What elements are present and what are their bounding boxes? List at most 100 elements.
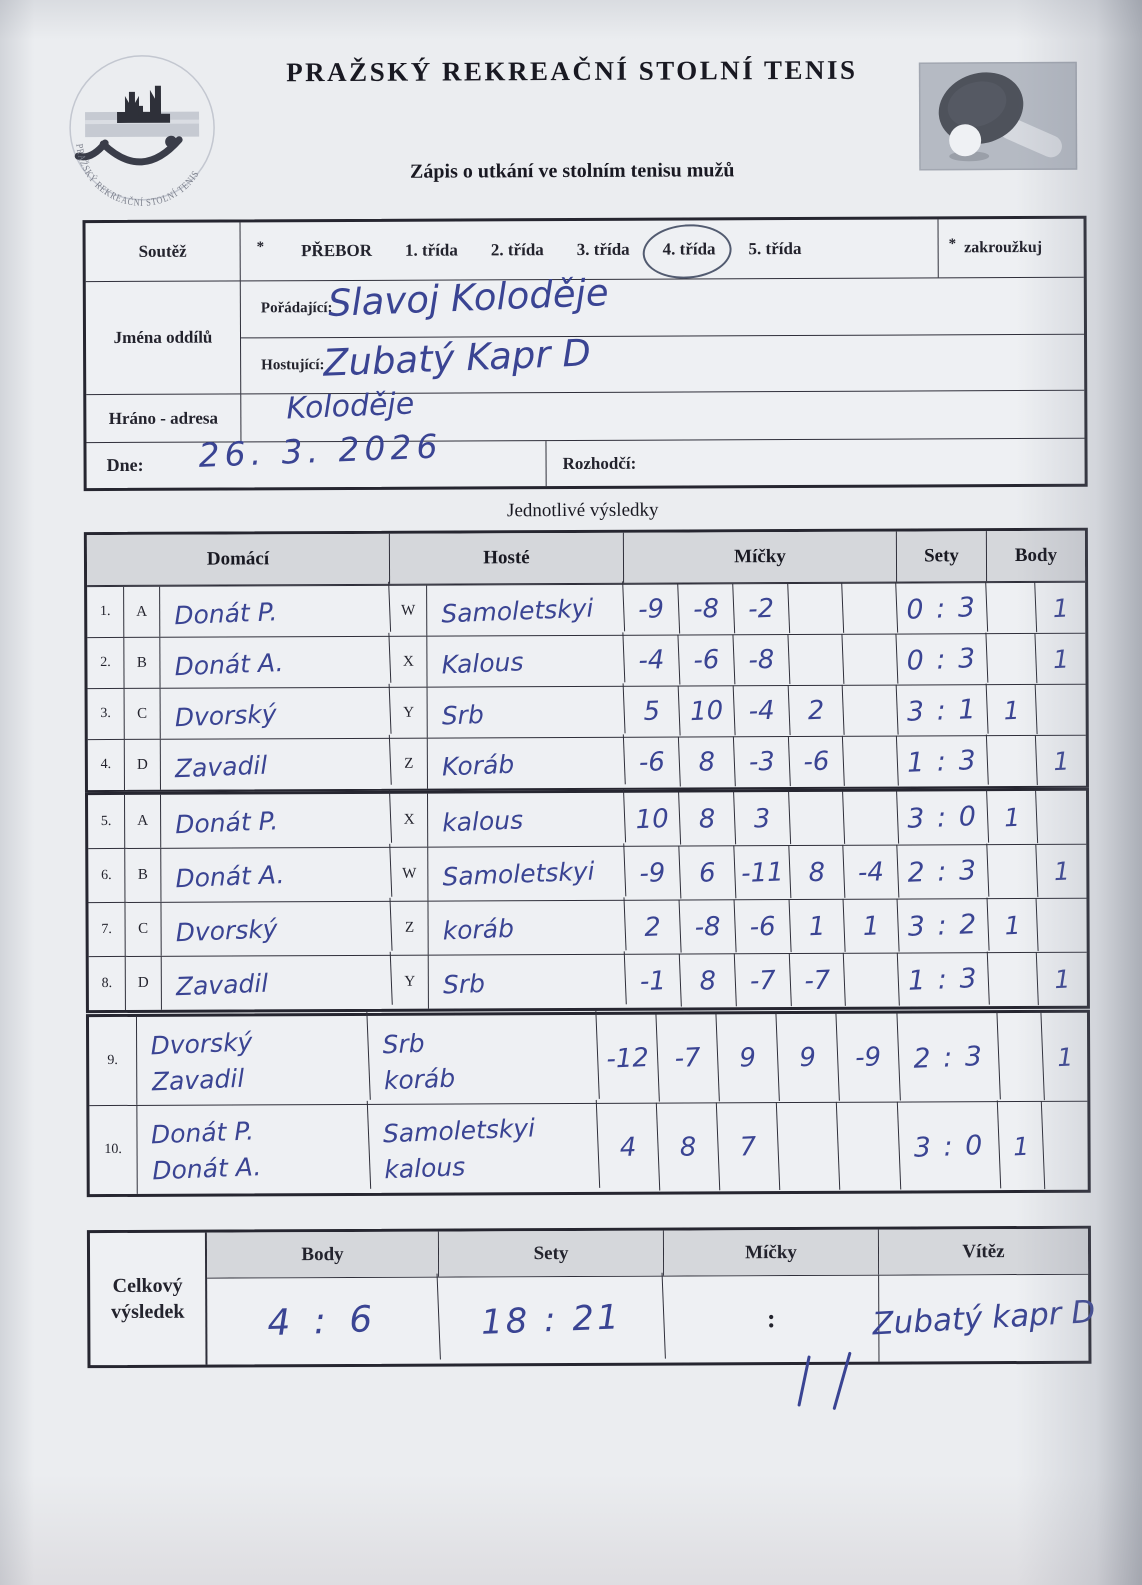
ball-score-5: -9 (836, 1012, 901, 1103)
guest-letter: X (390, 636, 428, 687)
sets-score: 3 : 0 (897, 1100, 1002, 1193)
ball-score-1: -4 (623, 634, 681, 687)
point-guest: 1 (1052, 593, 1070, 623)
sets-score: 0 : 3 (896, 581, 989, 636)
summary-label-line1: Celkový (112, 1274, 183, 1298)
sets-score: 3 : 1 (896, 683, 989, 738)
guest-player-1: Samoletskyi (382, 1113, 536, 1149)
match-number: 8. (88, 956, 126, 1011)
results-header-row: Domácí Hosté Míčky Sety Body (86, 530, 1086, 587)
ball-score-3: -3 (733, 736, 791, 789)
point-home (987, 952, 1039, 1008)
guest-player: Kalous (426, 632, 626, 691)
ball-score-2: -7 (656, 1013, 720, 1104)
home-letter: D (125, 956, 162, 1010)
point-home (986, 735, 1038, 788)
home-player: Donát A. (160, 843, 393, 906)
guest-letter: Z (390, 738, 428, 789)
ball-score-4: 1 (789, 898, 846, 954)
ball-score-5 (842, 633, 899, 686)
summary-col-sets: Sety (438, 1230, 665, 1277)
point-guest: 1 (1053, 856, 1071, 887)
guest-player: Koráb (426, 734, 626, 793)
match-number: 2. (87, 637, 125, 689)
guest-letter: W (391, 847, 429, 901)
ball-score-4: -7 (789, 952, 846, 1008)
table-row: 5. A Donát P. X kalous 10 8 3 3 : 0 1 (88, 789, 1086, 852)
ball-score-2: -6 (678, 634, 736, 687)
ball-score-3: -8 (733, 634, 791, 687)
table-row: 1. A Donát P. W Samoletskyi -9 -8 -2 0 :… (87, 581, 1086, 641)
asterisk-icon: * (948, 235, 957, 252)
col-balls: Míčky (623, 531, 898, 583)
match-number: 10. (89, 1105, 138, 1195)
ball-score-2: 6 (679, 845, 737, 901)
home-letter: C (125, 902, 162, 956)
table-row: 3. C Dvorský Y Srb 5 10 -4 2 3 : 1 1 (87, 683, 1086, 743)
match-number: 4. (87, 739, 125, 791)
home-letter: D (124, 739, 161, 790)
ball-score-3: -6 (734, 899, 792, 955)
ball-score-3: -11 (734, 845, 792, 901)
guest-letter: X (391, 793, 429, 847)
summary-header-row: Body Sety Míčky Vítěz (206, 1228, 1089, 1279)
summary-col-points: Body (206, 1231, 440, 1278)
home-player: Donát A. (159, 632, 392, 692)
competition-option: 2. třída (490, 240, 544, 260)
competition-option: PŘEBOR (301, 240, 373, 261)
circle-note: * zakroužkuj (939, 219, 1084, 278)
ball-score-3: -7 (734, 953, 792, 1009)
summary-sets-value: 18 : 21 (437, 1272, 666, 1368)
home-player: Donát P. (160, 789, 393, 852)
ball-score-1: 10 (624, 791, 682, 847)
ball-score-1: -6 (623, 736, 681, 789)
guest-player: Srb (426, 683, 626, 742)
sets-score: 3 : 0 (897, 789, 990, 847)
match-number: 6. (88, 848, 126, 903)
ball-score-4: 8 (789, 844, 846, 900)
point-guest: 1 (1056, 1042, 1074, 1072)
guest-player: koráb (427, 897, 627, 959)
form-title: Zápis o utkání ve stolním tenisu mužů (409, 159, 735, 183)
home-player: Dvorský (159, 683, 392, 743)
guest-player-2: kalous (383, 1152, 466, 1185)
point-guest: 1 (1052, 644, 1070, 674)
table-tennis-paddle-icon (917, 60, 1079, 172)
summary-col-balls: Míčky (663, 1229, 880, 1276)
referee-field: Rozhodčí: (546, 439, 1084, 486)
ball-score-2: -8 (678, 583, 736, 636)
guest-player: Samoletskyi (426, 581, 626, 640)
competition-option: 1. třída (404, 240, 458, 260)
organizer-label: Pořádající: (260, 300, 333, 317)
home-letter: A (124, 586, 161, 637)
ball-score-5: 1 (843, 898, 900, 954)
guest-letter: Z (391, 901, 429, 955)
guest-player: kalous (427, 789, 627, 851)
ball-score-2: 8 (656, 1102, 721, 1193)
competition-label: Soutěž (85, 222, 241, 282)
summary-winner-value: Zubatý kapr D (871, 1293, 1097, 1343)
home-letter: B (125, 848, 162, 902)
club-logo: PRAŽSKÝ REKREAČNÍ STOLNÍ TENIS (53, 45, 232, 228)
sets-score: 1 : 3 (896, 734, 989, 789)
col-sets: Sety (896, 531, 988, 582)
home-pair: Dvorský Zavadil (135, 1011, 371, 1109)
home-player: Zavadil (160, 951, 393, 1014)
match-number: 5. (88, 794, 126, 849)
ball-score-3: -4 (733, 685, 791, 738)
point-home (986, 582, 1038, 635)
ball-score-4: 2 (788, 684, 845, 737)
point-home (987, 844, 1039, 900)
home-player: Donát P. (159, 581, 392, 641)
sets-score: 0 : 3 (896, 632, 989, 687)
results-section-title: Jednotlivé výsledky (506, 499, 659, 522)
summary-body: Body Sety Míčky Vítěz 4 : 6 18 : 21 : Zu… (205, 1228, 1097, 1369)
table-row: 6. B Donát A. W Samoletskyi -9 6 -11 8 -… (88, 843, 1087, 906)
match-number: 1. (87, 586, 125, 638)
referee-label: Rozhodčí: (562, 453, 637, 473)
point-home: 1 (987, 898, 1039, 954)
visitor-label: Hostující: (261, 356, 325, 374)
ball-score-5 (842, 735, 899, 788)
table-row: 7. C Dvorský Z koráb 2 -8 -6 1 1 3 : 2 1 (88, 897, 1087, 960)
